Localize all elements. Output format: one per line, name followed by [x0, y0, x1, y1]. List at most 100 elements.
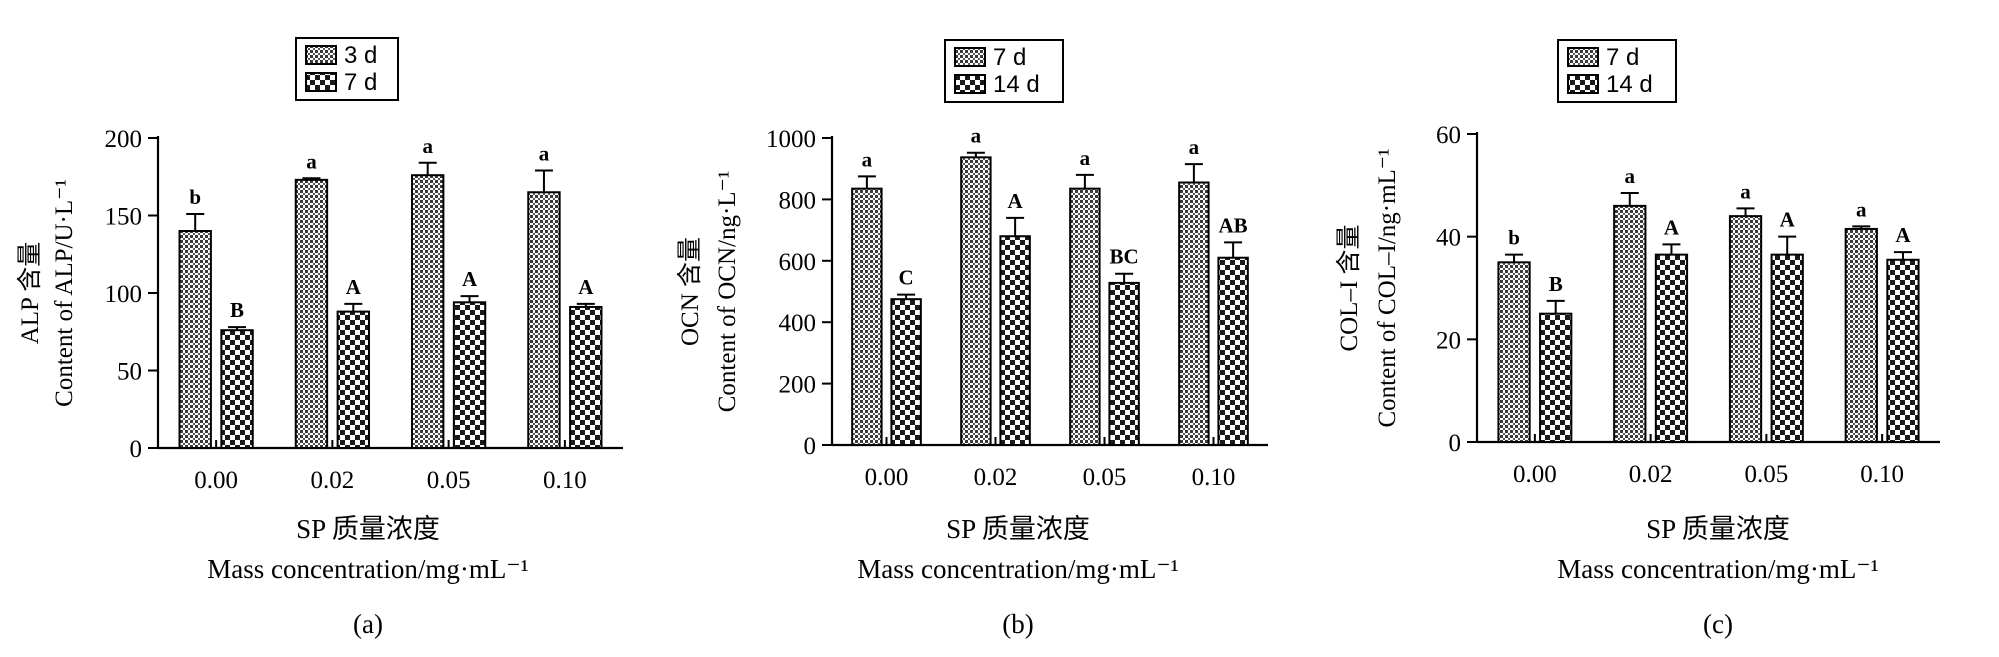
significance-label: a [1189, 135, 1200, 159]
x-tick-label: 0.10 [543, 467, 587, 494]
error-bar [1505, 253, 1524, 263]
bar-series2 [1539, 312, 1573, 443]
y-tick-label: 150 [105, 204, 143, 231]
error-bar [1075, 173, 1094, 189]
significance-label: A [578, 275, 594, 299]
y-axis-label-cn: OCN 含量 [676, 237, 704, 346]
bar-series1 [178, 230, 212, 449]
legend-swatch [305, 72, 337, 92]
significance-label: C [899, 266, 914, 290]
bar-series1 [411, 174, 445, 449]
legend-label: 3 d [344, 42, 377, 69]
x-axis-label-en: Mass concentration/mg·mL⁻¹ [1557, 554, 1879, 584]
significance-label: a [971, 124, 982, 148]
significance-label: A [1780, 208, 1796, 232]
error-bar [186, 212, 205, 231]
error-bar [534, 169, 553, 193]
error-bar [344, 302, 363, 312]
significance-label: a [539, 142, 550, 166]
error-bar [1006, 216, 1025, 237]
significance-label: a [862, 147, 873, 171]
significance-label: a [1625, 164, 1636, 188]
bar-series2 [1108, 281, 1140, 446]
y-axis-label-cn: COL–I 含量 [1335, 224, 1363, 351]
legend-swatch [1567, 47, 1599, 67]
legend-label: 7 d [344, 69, 377, 96]
x-axis-label-cn: SP 质量浓度 [946, 514, 1090, 544]
significance-label: AB [1219, 213, 1248, 237]
error-bar [1546, 299, 1565, 314]
y-tick-label: 600 [779, 249, 817, 276]
error-bar [1224, 241, 1243, 258]
y-tick-label: 50 [117, 359, 142, 386]
bar-series2 [569, 305, 603, 450]
significance-label: a [306, 149, 317, 173]
legend-label: 7 d [993, 44, 1026, 71]
legend: 7 d14 d [1557, 39, 1677, 103]
panel-label: (a) [353, 609, 383, 639]
significance-label: A [346, 275, 362, 299]
bar-series2 [452, 301, 487, 449]
bar-series1 [1728, 215, 1763, 443]
error-bar [228, 326, 247, 331]
bar-series2 [1654, 253, 1689, 443]
y-axis-label-en: Content of OCN/ng·L⁻¹ [714, 171, 741, 413]
y-axis-label-en: Content of COL–I/ng·mL⁻¹ [1374, 149, 1401, 428]
significance-label: A [462, 267, 478, 291]
significance-label: B [230, 298, 244, 322]
bar-series2 [1770, 253, 1804, 443]
legend-swatch [954, 47, 986, 67]
panel-label: (b) [1002, 609, 1033, 639]
x-tick-label: 0.02 [1629, 461, 1673, 488]
error-bar [1662, 243, 1681, 255]
y-tick-label: 400 [779, 310, 817, 337]
significance-label: A [1895, 223, 1911, 247]
x-axis-label-en: Mass concentration/mg·mL⁻¹ [857, 554, 1179, 584]
bar-series1 [1178, 181, 1210, 446]
significance-label: A [1008, 189, 1024, 213]
significance-label: a [1080, 146, 1091, 170]
bar-series1 [1613, 204, 1647, 443]
x-tick-label: 0.05 [1745, 461, 1789, 488]
bar-series1 [294, 178, 329, 449]
error-bar [302, 177, 321, 180]
bar-series2 [220, 329, 254, 450]
y-tick-label: 1000 [766, 126, 816, 153]
error-bar [857, 175, 876, 189]
legend-label: 14 d [1606, 71, 1653, 98]
legend: 3 d7 d [295, 37, 399, 101]
legend-swatch [954, 74, 986, 94]
legend-label: 7 d [1606, 44, 1639, 71]
x-tick-label: 0.05 [427, 467, 471, 494]
significance-label: BC [1110, 245, 1139, 269]
bar-series2 [1886, 258, 1920, 443]
x-axis-label-cn: SP 质量浓度 [1646, 514, 1790, 544]
panel-label: (c) [1703, 609, 1733, 639]
error-bar [1736, 207, 1755, 217]
legend-label: 14 d [993, 71, 1040, 98]
x-tick-label: 0.02 [974, 464, 1018, 491]
error-bar [897, 293, 916, 300]
x-tick-label: 0.00 [1513, 461, 1557, 488]
y-tick-label: 40 [1436, 225, 1461, 252]
y-tick-label: 20 [1436, 327, 1461, 354]
error-bar [1852, 225, 1871, 229]
bar-series1 [851, 187, 883, 446]
error-bar [460, 295, 479, 303]
y-tick-label: 0 [1449, 430, 1462, 457]
bar-series1 [1497, 261, 1531, 444]
error-bar [1620, 192, 1639, 206]
y-tick-label: 0 [804, 433, 817, 460]
bar-series1 [1844, 227, 1878, 443]
chart-panel-1: 0 50 100 150 200 0.00 b B 0.02 a A 0.05 a A 0.10 a A 3 d7… [16, 37, 623, 639]
error-bar [1115, 272, 1134, 283]
chart-panel-3: 0 20 40 60 0.00 b B 0.02 a A 0.05 a A 0.10 a A 7 d14 d CO… [1335, 39, 1940, 639]
significance-label: b [189, 185, 201, 209]
bar-series2 [999, 235, 1031, 446]
x-axis-label-cn: SP 质量浓度 [296, 514, 440, 544]
y-axis-label-en: Content of ALP/U·L⁻¹ [51, 179, 78, 407]
y-tick-label: 60 [1436, 122, 1461, 149]
x-tick-label: 0.02 [311, 467, 355, 494]
bar-series2 [1217, 256, 1249, 447]
